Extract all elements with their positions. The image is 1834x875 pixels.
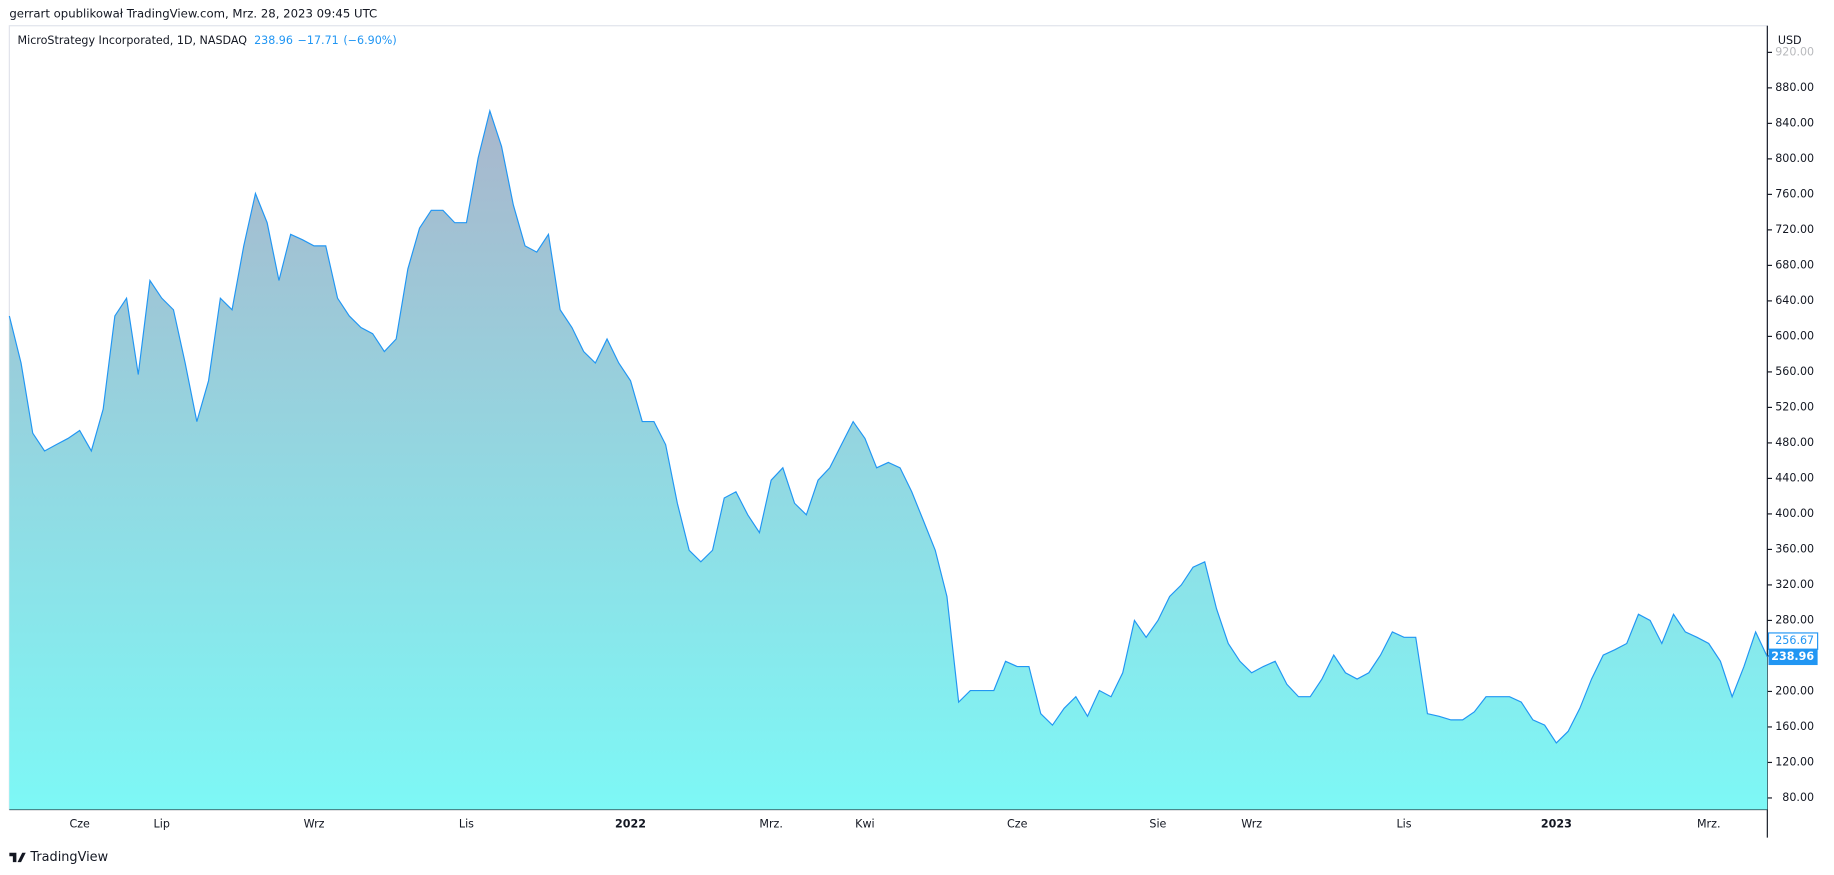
x-tick-label: Kwi	[855, 818, 874, 831]
y-tick-label: 160.00	[1775, 720, 1814, 733]
y-tick-label: 120.00	[1775, 755, 1814, 768]
currency-label: USD	[1778, 34, 1802, 47]
logo-icon	[9, 852, 26, 863]
y-tick-label: 440.00	[1775, 471, 1814, 484]
x-tick-label: Wrz	[304, 818, 325, 831]
y-tick-label: 600.00	[1775, 329, 1814, 342]
publish-header: gerrart opublikował TradingView.com, Mrz…	[9, 7, 377, 21]
y-tick-label: 680.00	[1775, 258, 1814, 271]
last-price-box	[1768, 648, 1818, 666]
x-tick-label: Sie	[1149, 818, 1166, 831]
x-tick-label: Lis	[459, 818, 474, 831]
x-tick-label: Mrz.	[759, 818, 783, 831]
y-tick-label: 400.00	[1775, 507, 1814, 520]
last-price: 238.96	[254, 34, 293, 47]
price-change: −17.71	[298, 34, 339, 47]
x-tick-label: Cze	[69, 818, 90, 831]
price-change-pct: (−6.90%)	[343, 34, 396, 47]
legend: MicroStrategy Incorporated, 1D, NASDAQ 2…	[18, 34, 397, 47]
y-tick-label: 760.00	[1775, 187, 1814, 200]
area-fill	[9, 110, 1768, 810]
y-tick-label: 920.00	[1775, 45, 1814, 58]
price-line	[8, 108, 1768, 744]
x-tick-label: Wrz	[1241, 818, 1262, 831]
y-tick-label: 320.00	[1775, 578, 1814, 591]
y-tick-label: 800.00	[1775, 152, 1814, 165]
x-tick-label: Cze	[1007, 818, 1028, 831]
x-tick-label: Mrz.	[1697, 818, 1721, 831]
y-tick-label: 560.00	[1775, 365, 1814, 378]
last-price-label: 238.96	[1771, 650, 1814, 663]
prev-close-label: 256.67	[1775, 634, 1814, 647]
y-tick-label: 280.00	[1775, 613, 1814, 626]
y-tick-label: 840.00	[1775, 116, 1814, 129]
y-tick-label: 80.00	[1782, 791, 1814, 804]
y-tick-label: 880.00	[1775, 81, 1814, 94]
x-tick-label: 2022	[615, 818, 646, 831]
y-tick-label: 720.00	[1775, 223, 1814, 236]
x-tick-label: Lip	[154, 818, 170, 831]
y-tick-label: 640.00	[1775, 294, 1814, 307]
x-tick-label: 2023	[1541, 818, 1572, 831]
symbol-title: MicroStrategy Incorporated, 1D, NASDAQ	[18, 34, 248, 47]
y-tick-label: 200.00	[1775, 684, 1814, 697]
tradingview-logo: TradingView	[9, 850, 108, 865]
x-tick-label: Lis	[1396, 818, 1411, 831]
y-tick-label: 520.00	[1775, 400, 1814, 413]
y-tick-label: 360.00	[1775, 542, 1814, 555]
y-tick-label: 480.00	[1775, 436, 1814, 449]
footer-brand: TradingView	[29, 850, 108, 865]
